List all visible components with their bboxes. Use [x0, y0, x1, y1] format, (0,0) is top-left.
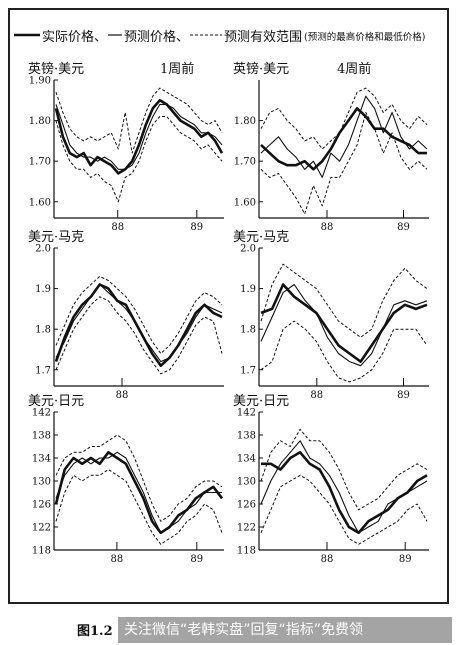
panel-title: 英镑·美元	[28, 62, 85, 77]
y-tick-label: 122	[237, 523, 256, 534]
panel-title: 英镑·美元	[233, 62, 290, 77]
series-band-low-line	[55, 469, 223, 545]
y-tick-label: 126	[237, 500, 256, 511]
y-tick-label: 1.80	[234, 116, 256, 127]
panel-title: 美元·日元	[233, 394, 290, 409]
series-actual-line	[260, 283, 428, 363]
x-tick-label: 88	[310, 390, 323, 401]
y-tick-label: 130	[237, 477, 256, 488]
watermark-banner: 关注微信“老韩实盘”回复“指标”免费领	[118, 617, 452, 643]
legend-forecast-label: 预测价格、	[124, 30, 190, 45]
chart-usd-dem-1w: 2.0 1.9 1.8 1.7 88	[35, 244, 224, 401]
y-tick-label: 142	[32, 408, 51, 419]
series-forecast-line	[260, 283, 428, 367]
chart-usd-dem-4w: 2.0 1.9 1.8 1.7 88 89	[240, 244, 429, 401]
y-tick-label: 126	[32, 500, 51, 511]
series-band-low-line	[55, 116, 223, 203]
series-actual-line	[261, 450, 428, 535]
series-band-high-line	[260, 263, 428, 338]
x-tick-label: 89	[190, 222, 203, 233]
y-tick-label: 1.7	[35, 365, 51, 376]
y-tick-label: 142	[237, 408, 256, 419]
chart-gbp-usd-4w: 1.80 1.70 1.60 88 89	[234, 80, 429, 233]
legend-band-note: (预测的最高价格和最低价格)	[304, 32, 426, 43]
y-tick-label: 1.8	[35, 325, 51, 336]
y-tick-label: 134	[32, 454, 51, 465]
x-tick-label: 89	[397, 222, 410, 233]
x-tick-label: 88	[321, 554, 334, 565]
series-forecast-line	[55, 451, 222, 534]
panel-title: 美元·马克	[233, 230, 290, 245]
y-tick-label: 134	[237, 454, 256, 465]
panel-title: 美元·日元	[28, 394, 85, 409]
panel-gbp-usd-1w: 英镑·美元 1周前 1.90 1.80 1.70 1.60 88 89	[28, 58, 228, 233]
y-tick-label: 1.9	[35, 284, 51, 295]
legend-band-swatch	[190, 34, 222, 36]
x-tick-label: 88	[321, 222, 334, 233]
series-band-high-line	[55, 87, 223, 154]
y-tick-label: 118	[32, 546, 51, 557]
series-actual-line	[54, 450, 224, 535]
series-forecast-line	[260, 95, 428, 178]
chart-usd-jpy-1w: 142 138 134 130 126 122 118 88 89	[32, 408, 224, 565]
series-band-low-line	[55, 296, 223, 375]
y-tick-label: 118	[237, 546, 256, 557]
legend-actual-label: 实际价格、	[42, 30, 108, 45]
panel-gbp-usd-4w: 英镑·美元 4周前 1.80 1.70 1.60 88 89	[233, 58, 433, 233]
y-tick-label: 130	[32, 477, 51, 488]
panel-usd-jpy-4w: 美元·日元 142 138 134 130 126 122 118 88 89	[233, 390, 433, 565]
x-tick-label: 89	[190, 554, 203, 565]
series-actual-line	[54, 283, 223, 367]
series-band-low-line	[260, 474, 428, 545]
chart-usd-jpy-4w: 142 138 134 130 126 122 118 88 89	[237, 408, 429, 565]
y-tick-label: 1.90	[29, 76, 51, 87]
y-tick-label: 1.60	[29, 197, 51, 208]
legend: 实际价格、 预测价格、 预测有效范围 (预测的最高价格和最低价格)	[14, 26, 444, 48]
series-forecast-line	[55, 283, 223, 363]
series-actual-line	[54, 98, 224, 175]
x-tick-label: 88	[116, 390, 129, 401]
figure-caption: 图1.2	[77, 624, 113, 639]
series-band-high-line	[55, 275, 223, 354]
y-tick-label: 2.0	[35, 244, 51, 255]
series-band-high-line	[260, 428, 428, 511]
y-tick-label: 138	[237, 431, 256, 442]
x-tick-label: 88	[111, 222, 124, 233]
y-tick-label: 138	[32, 431, 51, 442]
series-actual-line	[260, 107, 427, 171]
series-forecast-line	[260, 440, 428, 534]
y-tick-label: 1.9	[240, 284, 256, 295]
panel-usd-jpy-1w: 美元·日元 142 138 134 130 126 122 118 88 89	[28, 390, 228, 565]
y-tick-label: 1.7	[240, 365, 256, 376]
panel-horizon: 4周前	[337, 62, 372, 77]
panel-horizon: 1周前	[160, 62, 195, 77]
figure-frame	[8, 8, 449, 604]
x-tick-label: 89	[399, 554, 412, 565]
panel-usd-dem-1w: 美元·马克 2.0 1.9 1.8 1.7 88	[28, 226, 228, 401]
series-band-high-line	[55, 434, 223, 522]
x-tick-label: 88	[111, 554, 124, 565]
panel-title: 美元·马克	[28, 230, 85, 245]
series-band-low-line	[260, 320, 428, 383]
y-tick-label: 1.70	[234, 157, 256, 168]
legend-actual-swatch	[14, 33, 40, 37]
series-forecast-line	[55, 103, 223, 170]
panel-usd-dem-4w: 美元·马克 2.0 1.9 1.8 1.7 88 89	[233, 226, 433, 401]
y-tick-label: 1.80	[29, 116, 51, 127]
chart-gbp-usd-1w: 1.90 1.80 1.70 1.60 88 89	[29, 76, 224, 233]
y-tick-label: 1.60	[234, 197, 256, 208]
y-tick-label: 1.70	[29, 157, 51, 168]
y-tick-label: 122	[32, 523, 51, 534]
legend-band-label: 预测有效范围	[224, 30, 303, 45]
y-tick-label: 2.0	[240, 244, 256, 255]
series-band-high-line	[260, 87, 428, 150]
legend-forecast-swatch	[108, 34, 122, 36]
y-tick-label: 1.8	[240, 325, 256, 336]
x-tick-label: 89	[397, 390, 410, 401]
